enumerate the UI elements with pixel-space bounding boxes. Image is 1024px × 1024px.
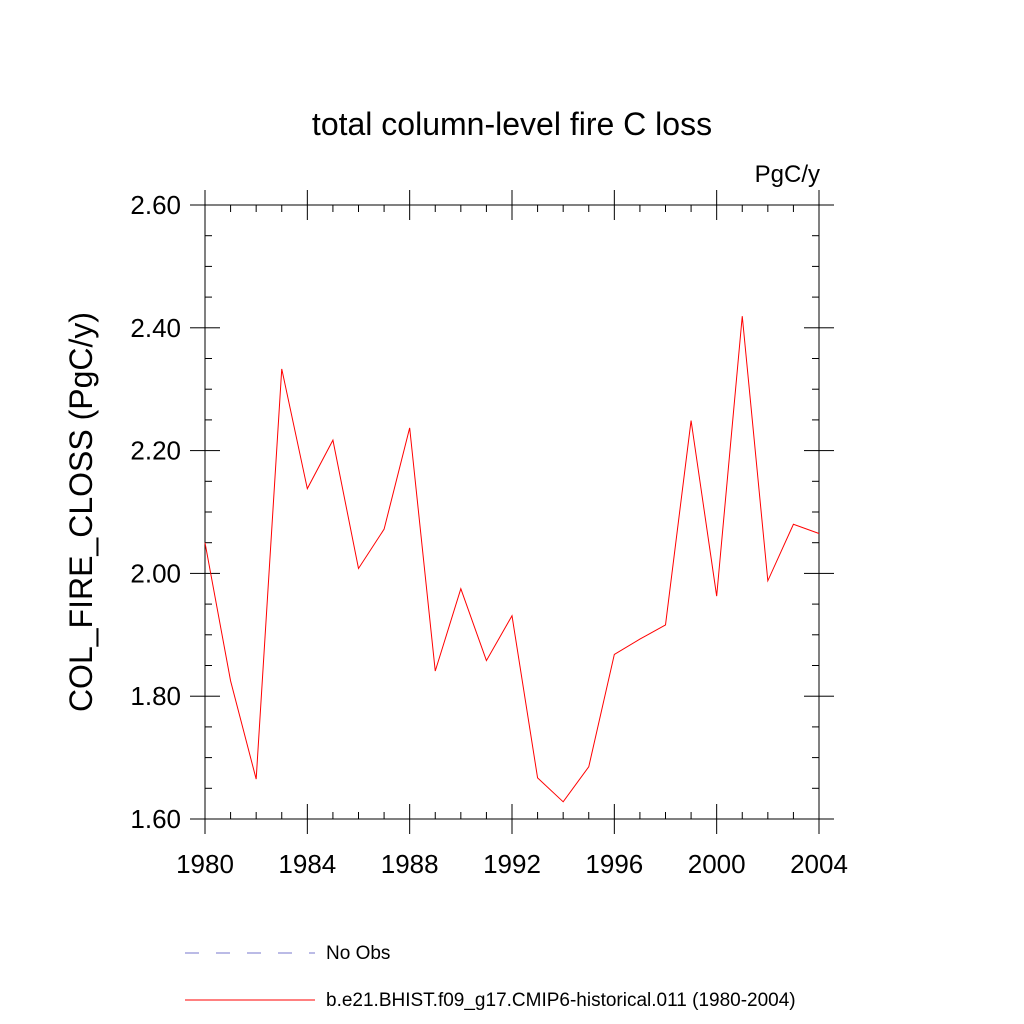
x-tick-label: 1984 [278,849,336,879]
legend-label-model: b.e21.BHIST.f09_g17.CMIP6-historical.011… [326,990,796,1011]
y-tick-label: 2.20 [130,436,181,466]
x-tick-label: 1980 [176,849,234,879]
x-tick-label: 1996 [585,849,643,879]
legend: No Obs b.e21.BHIST.f09_g17.CMIP6-histori… [185,943,796,1011]
y-tick-label: 2.60 [130,190,181,220]
series-layer [204,316,820,803]
y-tick-labels: 1.60 1.80 2.00 2.20 2.40 2.60 [130,190,181,834]
x-tick-label: 2000 [688,849,746,879]
x-tick-labels: 1980 1984 1988 1992 1996 2000 2004 [176,849,848,879]
y-tick-label: 2.40 [130,313,181,343]
axis-ticks [190,190,834,834]
y-axis-label: COL_FIRE_CLOSS (PgC/y) [63,312,99,712]
x-tick-label: 1992 [483,849,541,879]
x-tick-label: 2004 [790,849,848,879]
y-tick-label: 2.00 [130,558,181,588]
series-line-0 [204,316,820,803]
units-label: PgC/y [755,161,820,188]
x-tick-label: 1988 [381,849,439,879]
chart-title: total column-level fire C loss [312,106,712,142]
y-tick-label: 1.60 [130,804,181,834]
y-tick-label: 1.80 [130,681,181,711]
legend-label-no-obs: No Obs [326,943,390,964]
plot-frame [204,204,820,820]
